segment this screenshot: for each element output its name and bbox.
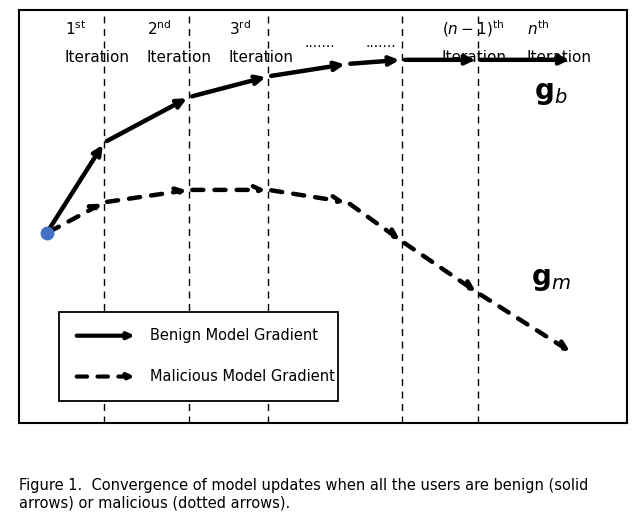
FancyArrowPatch shape [350, 57, 394, 65]
Text: Iteration: Iteration [65, 50, 130, 65]
Text: .......: ....... [305, 36, 335, 50]
Text: $2^{\mathrm{nd}}$: $2^{\mathrm{nd}}$ [147, 19, 172, 38]
FancyArrowPatch shape [192, 186, 260, 193]
FancyArrowPatch shape [77, 374, 130, 379]
Text: $n^{\mathrm{th}}$: $n^{\mathrm{th}}$ [527, 19, 549, 38]
FancyArrowPatch shape [481, 56, 564, 64]
FancyArrowPatch shape [48, 149, 100, 231]
Text: Iteration: Iteration [527, 50, 592, 65]
Text: Iteration: Iteration [442, 50, 507, 65]
Text: $\mathbf{g}_{b}$: $\mathbf{g}_{b}$ [534, 79, 568, 107]
FancyArrowPatch shape [350, 204, 396, 237]
FancyArrowPatch shape [49, 206, 97, 232]
FancyArrowPatch shape [192, 77, 261, 96]
FancyArrowPatch shape [271, 63, 340, 76]
FancyArrowPatch shape [107, 101, 182, 141]
Text: Benign Model Gradient: Benign Model Gradient [150, 328, 318, 343]
Text: Malicious Model Gradient: Malicious Model Gradient [150, 369, 335, 384]
FancyArrowPatch shape [404, 243, 472, 289]
FancyArrowPatch shape [77, 333, 130, 338]
Text: Iteration: Iteration [147, 50, 212, 65]
FancyArrowPatch shape [271, 190, 340, 204]
FancyArrowPatch shape [405, 56, 470, 64]
Text: $3^{\mathrm{rd}}$: $3^{\mathrm{rd}}$ [229, 19, 251, 38]
FancyBboxPatch shape [59, 312, 339, 401]
Text: Figure 1.  Convergence of model updates when all the users are benign (solid
arr: Figure 1. Convergence of model updates w… [19, 478, 589, 510]
FancyArrowPatch shape [107, 188, 182, 202]
Text: .......: ....... [365, 36, 396, 50]
Text: $1^{\mathrm{st}}$: $1^{\mathrm{st}}$ [65, 19, 86, 38]
Text: $\mathbf{g}_{m}$: $\mathbf{g}_{m}$ [531, 265, 571, 293]
Text: Iteration: Iteration [229, 50, 294, 65]
Text: $(n-1)^{\mathrm{th}}$: $(n-1)^{\mathrm{th}}$ [442, 18, 504, 39]
FancyArrowPatch shape [481, 294, 566, 349]
